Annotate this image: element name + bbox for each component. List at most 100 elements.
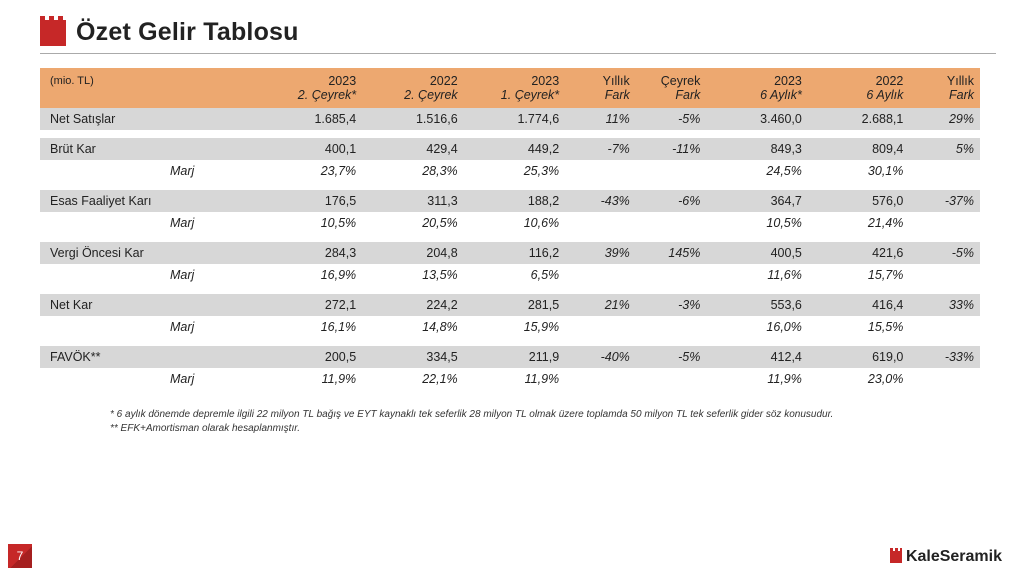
cell: -7% [565,138,636,160]
cell: 553,6 [706,294,808,316]
cell: -33% [909,346,980,368]
col-header-bot: Fark [909,88,980,108]
col-header-top: Yıllık [565,68,636,88]
table-row: Marj11,9%22,1%11,9%11,9%23,0% [40,368,980,390]
cell: 11,9% [464,368,566,390]
row-label: Marj [40,316,261,338]
cell [565,212,636,234]
cell: 176,5 [261,190,363,212]
cell: 311,3 [362,190,464,212]
cell: 15,9% [464,316,566,338]
cell [909,264,980,286]
cell: 25,3% [464,160,566,182]
cell: 224,2 [362,294,464,316]
cell: 6,5% [464,264,566,286]
table-row [40,286,980,294]
cell: 576,0 [808,190,910,212]
cell: 22,1% [362,368,464,390]
cell [909,160,980,182]
cell [636,368,707,390]
cell: 334,5 [362,346,464,368]
cell: 272,1 [261,294,363,316]
cell: 412,4 [706,346,808,368]
cell: 2.688,1 [808,108,910,130]
table-row: Brüt Kar400,1429,4449,2-7%-11%849,3809,4… [40,138,980,160]
cell: 281,5 [464,294,566,316]
cell: 421,6 [808,242,910,264]
cell: 3.460,0 [706,108,808,130]
cell [565,316,636,338]
table-row: Esas Faaliyet Karı176,5311,3188,2-43%-6%… [40,190,980,212]
cell: -5% [909,242,980,264]
cell: 11% [565,108,636,130]
col-header-top: 2023 [464,68,566,88]
cell: -37% [909,190,980,212]
cell: 11,9% [261,368,363,390]
table-row [40,130,980,138]
table-header: (mio. TL)202320222023YıllıkÇeyrek2023202… [40,68,980,108]
cell: 11,6% [706,264,808,286]
footnote-1: * 6 aylık dönemde depremle ilgili 22 mil… [110,408,996,422]
cell [909,212,980,234]
cell: 39% [565,242,636,264]
col-header-top: 2022 [362,68,464,88]
table-row: Marj16,9%13,5%6,5%11,6%15,7% [40,264,980,286]
table-row: Marj23,7%28,3%25,3%24,5%30,1% [40,160,980,182]
table-row: FAVÖK**200,5334,5211,9-40%-5%412,4619,0-… [40,346,980,368]
table-row [40,234,980,242]
cell: 10,6% [464,212,566,234]
cell [565,160,636,182]
cell: 13,5% [362,264,464,286]
cell: 24,5% [706,160,808,182]
cell: 14,8% [362,316,464,338]
col-header-bot: Fark [636,88,707,108]
cell: 849,3 [706,138,808,160]
cell: 16,0% [706,316,808,338]
table-row: Net Satışlar1.685,41.516,61.774,611%-5%3… [40,108,980,130]
cell: 116,2 [464,242,566,264]
brand-logo: KaleSeramik [890,548,1002,566]
cell: 29% [909,108,980,130]
cell: 11,9% [706,368,808,390]
cell: 10,5% [261,212,363,234]
cell: 204,8 [362,242,464,264]
cell: -5% [636,346,707,368]
col-header-bot: 1. Çeyrek* [464,88,566,108]
row-label: Marj [40,212,261,234]
cell: 21,4% [808,212,910,234]
col-header-top: 2023 [261,68,363,88]
row-label: Brüt Kar [40,138,261,160]
col-header-bot: Fark [565,88,636,108]
cell: 15,5% [808,316,910,338]
cell [636,316,707,338]
col-header-top: 2022 [808,68,910,88]
cell: 15,7% [808,264,910,286]
cell [565,264,636,286]
cell: -3% [636,294,707,316]
row-label: Marj [40,264,261,286]
footnotes: * 6 aylık dönemde depremle ilgili 22 mil… [40,408,996,435]
cell: -40% [565,346,636,368]
col-header-bot: 6 Aylık [808,88,910,108]
cell: -5% [636,108,707,130]
cell [909,368,980,390]
cell: 284,3 [261,242,363,264]
col-header-top: 2023 [706,68,808,88]
cell: 400,5 [706,242,808,264]
table-row: Marj10,5%20,5%10,6%10,5%21,4% [40,212,980,234]
row-label: Net Satışlar [40,108,261,130]
table-body: Net Satışlar1.685,41.516,61.774,611%-5%3… [40,108,980,390]
table-row [40,182,980,190]
cell: 16,1% [261,316,363,338]
cell: 619,0 [808,346,910,368]
cell: 5% [909,138,980,160]
cell: 23,7% [261,160,363,182]
col-header-top: (mio. TL) [40,68,261,88]
col-header-bot: 6 Aylık* [706,88,808,108]
cell: 33% [909,294,980,316]
cell: -6% [636,190,707,212]
brand-text: KaleSeramik [906,548,1002,566]
table-row [40,338,980,346]
cell: 211,9 [464,346,566,368]
table-row: Marj16,1%14,8%15,9% 16,0%15,5% [40,316,980,338]
